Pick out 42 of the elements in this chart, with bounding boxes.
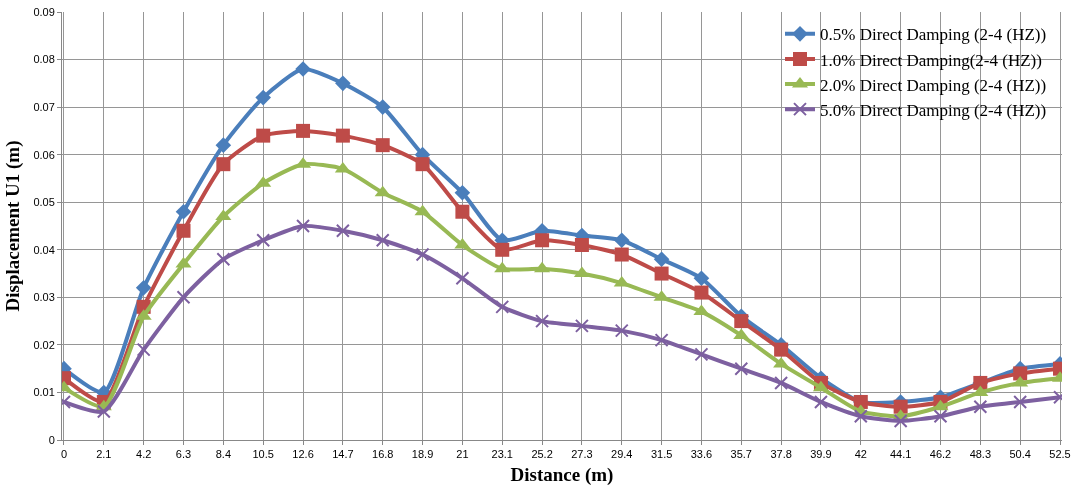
x-tick-label: 35.7 [730, 448, 752, 461]
y-tick-label: 0.03 [33, 291, 55, 304]
x-tick-label: 50.4 [1009, 448, 1031, 461]
y-tick-label: 0.02 [33, 338, 55, 351]
x-tick-label: 6.3 [175, 448, 192, 461]
x-tick-label: 52.5 [1049, 448, 1071, 461]
x-tick-label: 12.6 [292, 448, 314, 461]
x-tick-label: 14.7 [332, 448, 354, 461]
x-axis-title: Distance (m) [510, 464, 614, 486]
y-tick-label: 0.04 [33, 243, 55, 256]
y-tick-label: 0.09 [33, 5, 55, 18]
legend-label: 5.0% Direct Damping (2-4 (HZ)) [820, 100, 1047, 120]
legend-label: 2.0% Direct Damping (2-4 (HZ)) [820, 75, 1047, 95]
x-tick-label: 18.9 [411, 448, 434, 461]
legend-label: 1.0% Direct Damping(2-4 (HZ)) [820, 50, 1042, 70]
x-tick-label: 10.5 [252, 448, 274, 461]
x-tick-label: 44.1 [889, 448, 912, 461]
y-tick-label: 0 [48, 433, 55, 446]
y-tick-label: 0.07 [33, 100, 55, 113]
x-tick-label: 4.2 [136, 448, 152, 461]
x-tick-label: 16.8 [372, 448, 394, 461]
x-tick-label: 25.2 [531, 448, 553, 461]
x-tick-label: 21 [456, 448, 469, 461]
x-tick-label: 31.5 [650, 448, 673, 461]
x-tick-label: 0 [60, 448, 68, 461]
y-axis-title: Displacement U1 (m) [2, 140, 25, 312]
x-tick-label: 39.9 [810, 448, 832, 461]
x-tick-label: 2.1 [96, 448, 112, 461]
x-tick-label: 33.6 [690, 448, 713, 461]
x-tick-label: 48.3 [969, 448, 992, 461]
x-tick-label: 42 [854, 448, 867, 461]
y-tick-label: 0.06 [33, 148, 55, 161]
x-tick-label: 23.1 [491, 448, 513, 461]
x-tick-label: 46.2 [929, 448, 952, 461]
x-tick-label: 27.3 [571, 448, 593, 461]
x-tick-label: 29.4 [611, 448, 633, 461]
legend-label: 0.5% Direct Damping (2-4 (HZ)) [820, 25, 1047, 45]
x-tick-label: 8.4 [215, 448, 231, 461]
x-tick-label: 37.8 [770, 448, 792, 461]
y-tick-label: 0.01 [33, 386, 55, 399]
y-tick-label: 0.05 [33, 196, 55, 209]
y-tick-label: 0.08 [33, 53, 55, 66]
